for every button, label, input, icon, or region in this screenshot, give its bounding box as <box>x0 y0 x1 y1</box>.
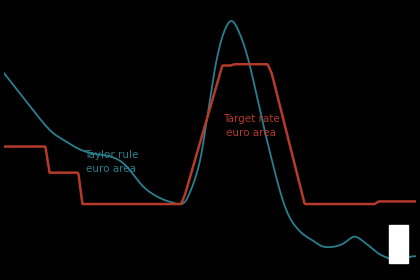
Text: Target rate
euro area: Target rate euro area <box>223 114 280 138</box>
Text: Taylor rule
euro area: Taylor rule euro area <box>84 150 139 174</box>
Bar <box>389 225 407 263</box>
